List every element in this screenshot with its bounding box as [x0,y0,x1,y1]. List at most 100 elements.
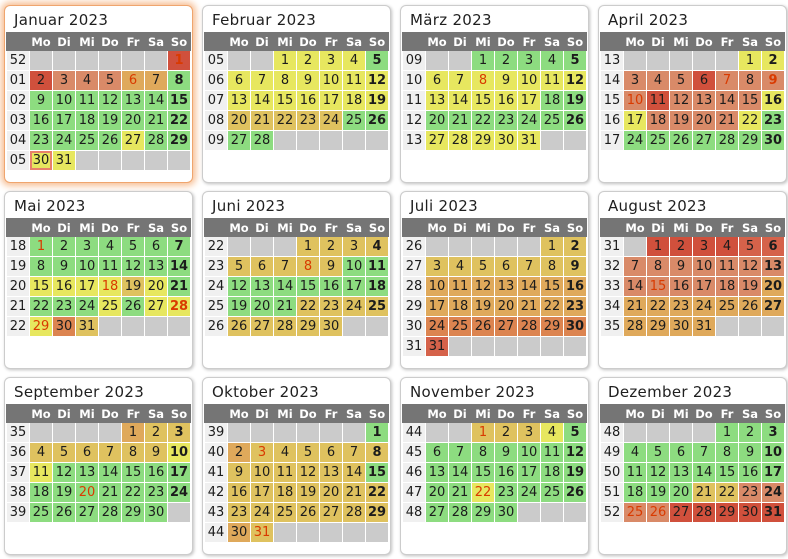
day-cell[interactable]: 30 [495,503,517,522]
day-cell[interactable]: 10 [343,257,365,276]
day-cell[interactable]: 20 [670,483,692,502]
day-cell[interactable]: 19 [647,483,669,502]
day-cell[interactable]: 4 [449,257,471,276]
day-cell[interactable]: 30 [495,131,517,150]
day-cell[interactable]: 30 [739,503,761,522]
day-cell[interactable]: 17 [320,91,342,110]
day-cell[interactable]: 6 [122,71,144,90]
day-cell[interactable]: 14 [168,257,190,276]
day-cell[interactable]: 9 [670,257,692,276]
day-cell[interactable]: 9 [564,257,586,276]
day-cell[interactable]: 25 [99,297,121,316]
day-cell[interactable]: 2 [739,423,761,442]
day-cell[interactable]: 11 [76,91,98,110]
day-cell[interactable]: 11 [343,71,365,90]
day-cell[interactable]: 26 [366,111,388,130]
day-cell[interactable]: 20 [228,111,250,130]
day-cell[interactable]: 17 [624,111,646,130]
day-cell[interactable]: 4 [716,237,738,256]
day-cell[interactable]: 30 [53,317,75,336]
day-cell[interactable]: 6 [251,257,273,276]
day-cell[interactable]: 19 [472,297,494,316]
day-cell[interactable]: 18 [30,483,52,502]
day-cell[interactable]: 11 [541,71,563,90]
day-cell[interactable]: 14 [251,91,273,110]
day-cell[interactable]: 10 [251,463,273,482]
day-cell[interactable]: 27 [251,317,273,336]
day-cell[interactable]: 3 [518,51,540,70]
day-cell[interactable]: 23 [495,111,517,130]
day-cell[interactable]: 3 [76,237,98,256]
day-cell[interactable]: 2 [670,237,692,256]
day-cell[interactable]: 20 [251,297,273,316]
day-cell[interactable]: 28 [449,131,471,150]
day-cell[interactable]: 10 [53,91,75,110]
day-cell[interactable]: 16 [228,483,250,502]
day-cell[interactable]: 20 [145,277,167,296]
day-cell[interactable]: 30 [564,317,586,336]
day-cell[interactable]: 4 [274,443,296,462]
day-cell[interactable]: 9 [53,257,75,276]
day-cell[interactable]: 9 [762,71,784,90]
day-cell[interactable]: 13 [76,463,98,482]
day-cell[interactable]: 22 [168,111,190,130]
day-cell[interactable]: 2 [495,423,517,442]
day-cell[interactable]: 13 [122,91,144,110]
day-cell[interactable]: 21 [693,483,715,502]
day-cell[interactable]: 2 [30,71,52,90]
day-cell[interactable]: 24 [251,503,273,522]
day-cell[interactable]: 25 [647,131,669,150]
day-cell[interactable]: 28 [251,131,273,150]
day-cell[interactable]: 25 [716,297,738,316]
day-cell[interactable]: 13 [228,91,250,110]
day-cell[interactable]: 22 [541,297,563,316]
day-cell[interactable]: 20 [426,483,448,502]
day-cell[interactable]: 28 [518,317,540,336]
day-cell[interactable]: 23 [297,111,319,130]
day-cell[interactable]: 17 [76,277,98,296]
day-cell[interactable]: 12 [739,257,761,276]
day-cell[interactable]: 18 [647,111,669,130]
day-cell[interactable]: 21 [449,483,471,502]
day-cell[interactable]: 5 [670,71,692,90]
day-cell[interactable]: 29 [168,131,190,150]
day-cell[interactable]: 13 [251,277,273,296]
day-cell[interactable]: 26 [472,317,494,336]
day-cell[interactable]: 31 [251,523,273,542]
day-cell[interactable]: 18 [274,483,296,502]
day-cell[interactable]: 1 [274,51,296,70]
day-cell[interactable]: 2 [495,51,517,70]
day-cell[interactable]: 12 [472,277,494,296]
day-cell[interactable]: 23 [670,297,692,316]
day-cell[interactable]: 24 [168,483,190,502]
day-cell[interactable]: 20 [495,297,517,316]
day-cell[interactable]: 27 [670,503,692,522]
day-cell[interactable]: 9 [297,71,319,90]
day-cell[interactable]: 24 [518,111,540,130]
day-cell[interactable]: 25 [366,297,388,316]
day-cell[interactable]: 9 [320,257,342,276]
day-cell[interactable]: 21 [274,297,296,316]
day-cell[interactable]: 1 [472,51,494,70]
day-cell[interactable]: 6 [762,237,784,256]
day-cell[interactable]: 30 [670,317,692,336]
day-cell[interactable]: 22 [472,111,494,130]
day-cell[interactable]: 10 [320,71,342,90]
day-cell[interactable]: 25 [274,503,296,522]
day-cell[interactable]: 18 [76,111,98,130]
day-cell[interactable]: 5 [53,443,75,462]
day-cell[interactable]: 9 [495,71,517,90]
day-cell[interactable]: 7 [693,443,715,462]
day-cell[interactable]: 6 [228,71,250,90]
day-cell[interactable]: 29 [647,317,669,336]
day-cell[interactable]: 18 [541,463,563,482]
day-cell[interactable]: 12 [228,277,250,296]
day-cell[interactable]: 14 [449,463,471,482]
day-cell[interactable]: 27 [122,131,144,150]
day-cell[interactable]: 13 [693,91,715,110]
day-cell[interactable]: 25 [449,317,471,336]
day-cell[interactable]: 16 [53,277,75,296]
day-cell[interactable]: 30 [145,503,167,522]
day-cell[interactable]: 29 [297,317,319,336]
day-cell[interactable]: 17 [53,111,75,130]
